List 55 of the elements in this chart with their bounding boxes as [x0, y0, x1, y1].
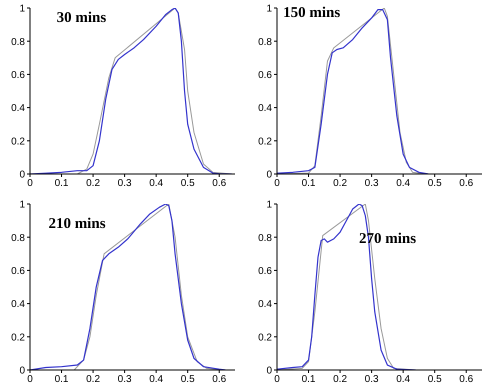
- y-tick-label: 0.4: [11, 103, 26, 114]
- x-tick-label: 0: [27, 178, 34, 190]
- annotation: 210 mins: [48, 216, 106, 233]
- x-tick-label: 0.5: [428, 178, 442, 190]
- y-tick-label: 0.2: [11, 332, 26, 344]
- x-tick-label: 0.5: [180, 178, 196, 190]
- y-tick-label: 0.6: [258, 70, 272, 81]
- y-tick-label: 0.8: [11, 232, 26, 244]
- y-tick-label: 0.4: [258, 299, 272, 310]
- x-tick-label: 0.4: [149, 178, 164, 190]
- x-tick-label: 0: [27, 374, 34, 386]
- y-tick-label: 0: [19, 170, 26, 181]
- x-tick-label: 0.1: [302, 374, 316, 386]
- y-tick-label: 0: [266, 170, 272, 181]
- y-tick-label: 0.2: [258, 136, 272, 148]
- y-tick-label: 0.4: [11, 299, 26, 310]
- y-tick-label: 1: [19, 200, 26, 211]
- x-tick-label: 0.2: [333, 178, 348, 190]
- y-tick-label: 1: [266, 200, 272, 211]
- x-tick-label: 0: [274, 178, 280, 190]
- x-tick-label: 0.2: [333, 374, 348, 386]
- y-tick-label: 0: [19, 366, 26, 377]
- y-tick-label: 0.4: [258, 103, 272, 114]
- x-tick-label: 0.3: [118, 178, 132, 190]
- x-tick-label: 0.1: [54, 178, 69, 190]
- x-tick-label: 0.5: [428, 374, 442, 386]
- y-tick-label: 0.8: [258, 232, 272, 244]
- x-tick-label: 0.6: [459, 178, 474, 190]
- x-tick-label: 0.6: [212, 374, 227, 386]
- annotation: 30 mins: [56, 10, 106, 27]
- x-tick-label: 0.2: [86, 374, 100, 386]
- y-tick-label: 1: [266, 4, 272, 15]
- x-tick-label: 0.5: [180, 374, 196, 386]
- x-tick-label: 0: [274, 374, 280, 386]
- x-tick-label: 0.3: [118, 374, 132, 386]
- x-tick-label: 0.6: [212, 178, 227, 190]
- x-tick-label: 0.6: [459, 374, 474, 386]
- y-tick-label: 0.2: [11, 136, 26, 148]
- y-tick-label: 0.8: [258, 36, 272, 48]
- x-tick-label: 0.4: [396, 178, 411, 190]
- y-tick-label: 0.2: [258, 332, 272, 344]
- y-tick-label: 0: [266, 366, 272, 377]
- x-tick-label: 0.1: [302, 178, 316, 190]
- y-tick-label: 0.6: [258, 266, 272, 277]
- x-tick-label: 0.1: [54, 374, 69, 386]
- y-tick-label: 0.6: [11, 70, 26, 81]
- x-tick-label: 0.3: [364, 374, 379, 386]
- annotation: 150 mins: [283, 4, 340, 22]
- y-tick-label: 0.8: [11, 36, 26, 48]
- x-tick-label: 0.4: [149, 374, 164, 386]
- x-tick-label: 0.3: [364, 178, 379, 190]
- x-tick-label: 0.4: [396, 374, 411, 386]
- y-tick-label: 1: [19, 4, 26, 15]
- y-tick-label: 0.6: [11, 266, 26, 277]
- x-tick-label: 0.2: [86, 178, 100, 190]
